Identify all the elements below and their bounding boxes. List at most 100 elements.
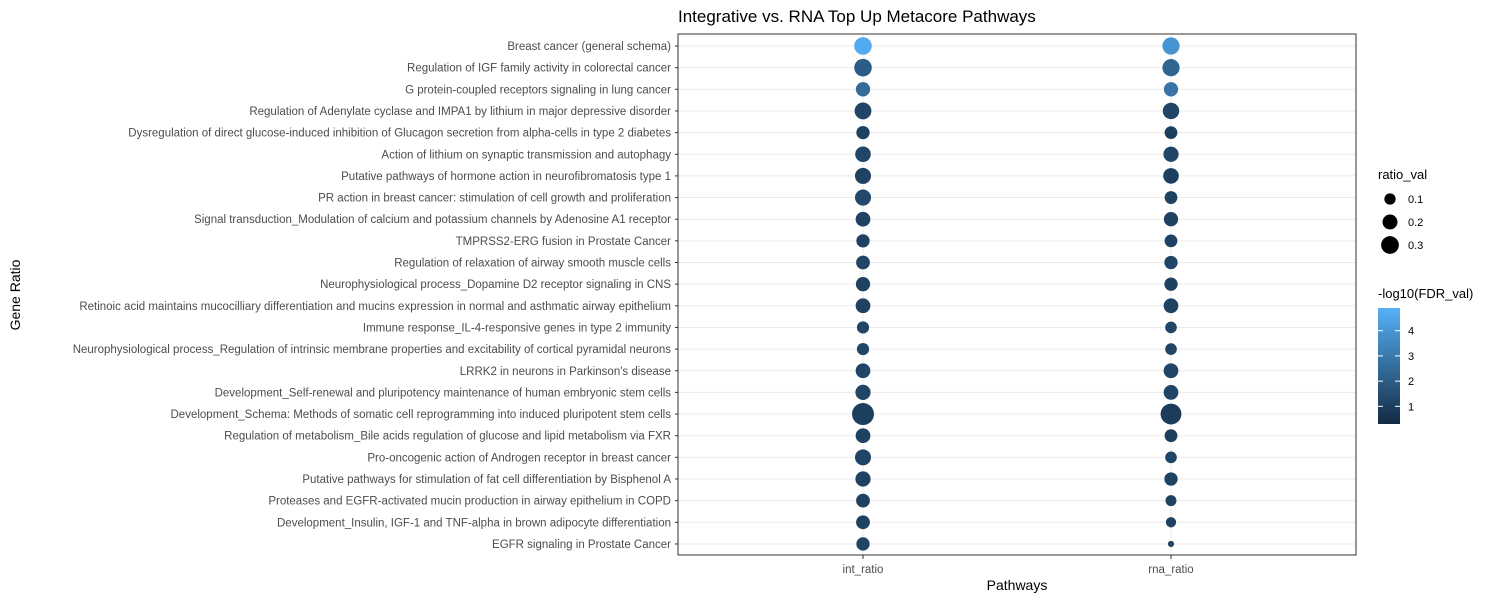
colorbar-ticks: 1 2 3 4 bbox=[1378, 326, 1414, 413]
size-legend-dot bbox=[1381, 236, 1399, 254]
data-point bbox=[1165, 451, 1177, 464]
colorbar-label: 2 bbox=[1408, 376, 1414, 388]
y-tick-label: Dysregulation of direct glucose-induced … bbox=[128, 128, 671, 140]
size-legend: ratio_val 0.1 0.2 0.3 bbox=[1378, 167, 1427, 254]
x-tick-label: rna_ratio bbox=[1148, 564, 1193, 576]
data-point bbox=[1164, 191, 1178, 204]
data-points bbox=[852, 37, 1182, 551]
data-point bbox=[855, 363, 871, 379]
y-axis-tick-labels: Breast cancer (general schema) Regulation… bbox=[73, 41, 678, 551]
plot-panel bbox=[677, 33, 1357, 556]
y-tick-label: Neurophysiological process_Dopamine D2 r… bbox=[320, 279, 671, 291]
x-axis-tick-labels: int_ratio rna_ratio bbox=[843, 555, 1194, 576]
data-point bbox=[1164, 277, 1178, 291]
data-point bbox=[854, 58, 872, 77]
data-point bbox=[1163, 385, 1179, 400]
data-point bbox=[855, 146, 871, 163]
data-point bbox=[1164, 255, 1178, 270]
data-point bbox=[856, 125, 870, 140]
panel-border bbox=[677, 33, 1357, 556]
x-axis-title: Pathways bbox=[987, 577, 1048, 593]
data-point bbox=[1162, 59, 1180, 77]
y-tick-label: Action of lithium on synaptic transmissi… bbox=[381, 149, 671, 161]
y-tick-label: LRRK2 in neurons in Parkinson's disease bbox=[460, 366, 671, 378]
data-point bbox=[1165, 517, 1177, 528]
y-tick-label: Development_Self-renewal and pluripotenc… bbox=[215, 387, 672, 399]
data-point bbox=[856, 321, 870, 334]
colorbar bbox=[1378, 308, 1400, 424]
y-tick-label: Immune response_IL-4-responsive genes in… bbox=[363, 322, 671, 334]
data-point bbox=[855, 277, 871, 292]
y-tick-label: Pro-oncogenic action of Androgen recepto… bbox=[367, 452, 671, 464]
chart-title: Integrative vs. RNA Top Up Metacore Path… bbox=[678, 7, 1036, 26]
y-tick-label: Proteases and EGFR-activated mucin produ… bbox=[268, 496, 671, 508]
y-axis-title: Gene Ratio bbox=[7, 259, 23, 330]
data-point bbox=[1163, 363, 1179, 379]
data-point bbox=[1162, 37, 1180, 55]
data-point bbox=[1163, 212, 1179, 227]
data-point bbox=[854, 449, 872, 466]
data-point bbox=[1164, 126, 1178, 139]
data-point bbox=[856, 255, 870, 270]
y-tick-label: Putative pathways for stimulation of fat… bbox=[302, 474, 671, 486]
data-point bbox=[855, 428, 871, 444]
data-point bbox=[856, 493, 870, 508]
data-point bbox=[854, 189, 872, 206]
data-point bbox=[1164, 234, 1178, 248]
data-point bbox=[1167, 540, 1175, 548]
y-tick-label: Putative pathways of hormone action in n… bbox=[341, 171, 671, 183]
data-point bbox=[855, 211, 871, 227]
y-tick-label: TMPRSS2-ERG fusion in Prostate Cancer bbox=[456, 236, 672, 248]
y-tick-label: Retinoic acid maintains mucocilliary dif… bbox=[79, 301, 671, 313]
color-legend-title: -log10(FDR_val) bbox=[1378, 286, 1473, 301]
data-point bbox=[1165, 495, 1177, 507]
gridlines bbox=[678, 34, 1356, 555]
y-tick-label: Regulation of metabolism_Bile acids regu… bbox=[224, 431, 671, 443]
data-point bbox=[855, 82, 871, 97]
data-point bbox=[852, 403, 874, 426]
y-tick-label: Regulation of IGF family activity in col… bbox=[407, 63, 671, 75]
data-point bbox=[1164, 472, 1178, 486]
y-tick-label: Signal transduction_Modulation of calciu… bbox=[194, 214, 671, 226]
data-point bbox=[856, 234, 870, 248]
size-legend-label: 0.3 bbox=[1408, 240, 1423, 252]
colorbar-label: 3 bbox=[1408, 351, 1414, 363]
data-point bbox=[855, 298, 871, 314]
data-point bbox=[1164, 429, 1178, 443]
y-tick-label: G protein-coupled receptors signaling in… bbox=[405, 84, 671, 96]
data-point bbox=[856, 515, 870, 530]
size-legend-label: 0.2 bbox=[1408, 217, 1423, 229]
data-point bbox=[1160, 403, 1182, 425]
data-point bbox=[1163, 168, 1179, 184]
size-legend-label: 0.1 bbox=[1408, 194, 1423, 206]
colorbar-label: 1 bbox=[1408, 401, 1414, 413]
y-tick-label: Neurophysiological process_Regulation of… bbox=[73, 344, 672, 356]
data-point bbox=[1163, 82, 1179, 97]
data-point bbox=[1165, 343, 1177, 355]
x-tick-label: int_ratio bbox=[843, 564, 884, 576]
data-point bbox=[854, 167, 872, 184]
y-tick-label: Regulation of relaxation of airway smoot… bbox=[394, 258, 671, 270]
data-point bbox=[856, 342, 870, 356]
color-legend: -log10(FDR_val) 1 2 3 4 bbox=[1378, 286, 1473, 424]
size-legend-items: 0.1 0.2 0.3 bbox=[1381, 193, 1423, 254]
colorbar-label: 4 bbox=[1408, 326, 1414, 338]
data-point bbox=[855, 471, 871, 487]
y-tick-label: Breast cancer (general schema) bbox=[507, 41, 671, 53]
data-point bbox=[1162, 102, 1180, 120]
data-point bbox=[854, 102, 872, 120]
y-tick-label: Regulation of Adenylate cyclase and IMPA… bbox=[249, 106, 671, 118]
data-point bbox=[1163, 146, 1179, 162]
data-point bbox=[854, 37, 872, 55]
y-tick-label: Development_Schema: Methods of somatic c… bbox=[171, 409, 672, 421]
data-point bbox=[1163, 298, 1179, 314]
data-point bbox=[1165, 321, 1177, 334]
size-legend-dot bbox=[1384, 193, 1396, 205]
y-tick-label: Development_Insulin, IGF-1 and TNF-alpha… bbox=[277, 517, 671, 529]
data-point bbox=[855, 384, 871, 400]
y-tick-label: PR action in breast cancer: stimulation … bbox=[318, 193, 671, 205]
y-tick-label: EGFR signaling in Prostate Cancer bbox=[492, 539, 671, 551]
size-legend-dot bbox=[1382, 214, 1398, 230]
size-legend-title: ratio_val bbox=[1378, 167, 1427, 182]
